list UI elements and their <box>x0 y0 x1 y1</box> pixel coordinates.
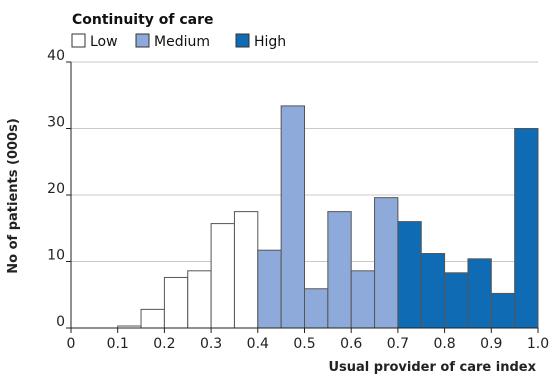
bar-low-2 <box>163 276 189 329</box>
x-tick-label: 0.4 <box>247 336 269 352</box>
x-tick-label: 0 <box>67 336 76 352</box>
y-axis-title: No of patients (000s) <box>6 118 21 274</box>
bars <box>117 105 539 329</box>
bar-low-3 <box>187 270 212 329</box>
y-tick-labels: 0 10 20 30 40 <box>47 48 65 330</box>
bar-high-13 <box>420 253 446 329</box>
y-tick-label: 10 <box>47 248 65 264</box>
x-tick-labels: 0 0.1 0.2 0.3 0.4 0.5 0.6 0.7 0.8 0.9 1.0 <box>67 336 550 352</box>
legend-swatch-high <box>235 33 250 48</box>
bar-high-15 <box>467 258 492 329</box>
bar-high-16 <box>490 292 516 329</box>
legend: Continuity of care Low Medium High <box>71 12 286 50</box>
y-tick-label: 20 <box>47 181 65 197</box>
legend-swatch-low <box>71 33 86 48</box>
bar-low-1 <box>140 308 165 329</box>
legend-label-high: High <box>254 34 286 50</box>
legend-label-low: Low <box>90 34 118 50</box>
legend-swatch-medium <box>135 33 150 48</box>
x-tick-label: 0.9 <box>480 336 502 352</box>
bar-medium-7 <box>280 105 305 329</box>
x-axis-title: Usual provider of care index <box>328 360 536 375</box>
y-tick-label: 40 <box>47 48 65 64</box>
x-tick-label: 0.6 <box>340 336 362 352</box>
bar-medium-6 <box>257 249 282 329</box>
x-tick-label: 0.2 <box>153 336 175 352</box>
x-tick-label: 0.1 <box>107 336 129 352</box>
bar-low-4 <box>210 223 235 329</box>
bar-high-17 <box>514 128 539 329</box>
bar-medium-11 <box>374 197 399 329</box>
x-tick-label: 0.8 <box>433 336 455 352</box>
legend-title: Continuity of care <box>72 12 214 28</box>
legend-label-medium: Medium <box>154 34 210 50</box>
y-tick-label: 30 <box>47 115 65 131</box>
x-tick-label: 0.5 <box>293 336 315 352</box>
x-tick-label: 0.3 <box>200 336 222 352</box>
axes <box>66 61 539 333</box>
bar-medium-8 <box>304 288 329 329</box>
x-tick-label: 1.0 <box>527 336 549 352</box>
bar-high-14 <box>444 272 469 329</box>
y-tick-label: 0 <box>56 314 65 330</box>
bar-medium-9 <box>327 211 352 329</box>
bar-low-5 <box>233 211 259 329</box>
bar-medium-10 <box>350 270 376 329</box>
x-tick-label: 0.7 <box>387 336 409 352</box>
bar-high-12 <box>397 221 422 329</box>
